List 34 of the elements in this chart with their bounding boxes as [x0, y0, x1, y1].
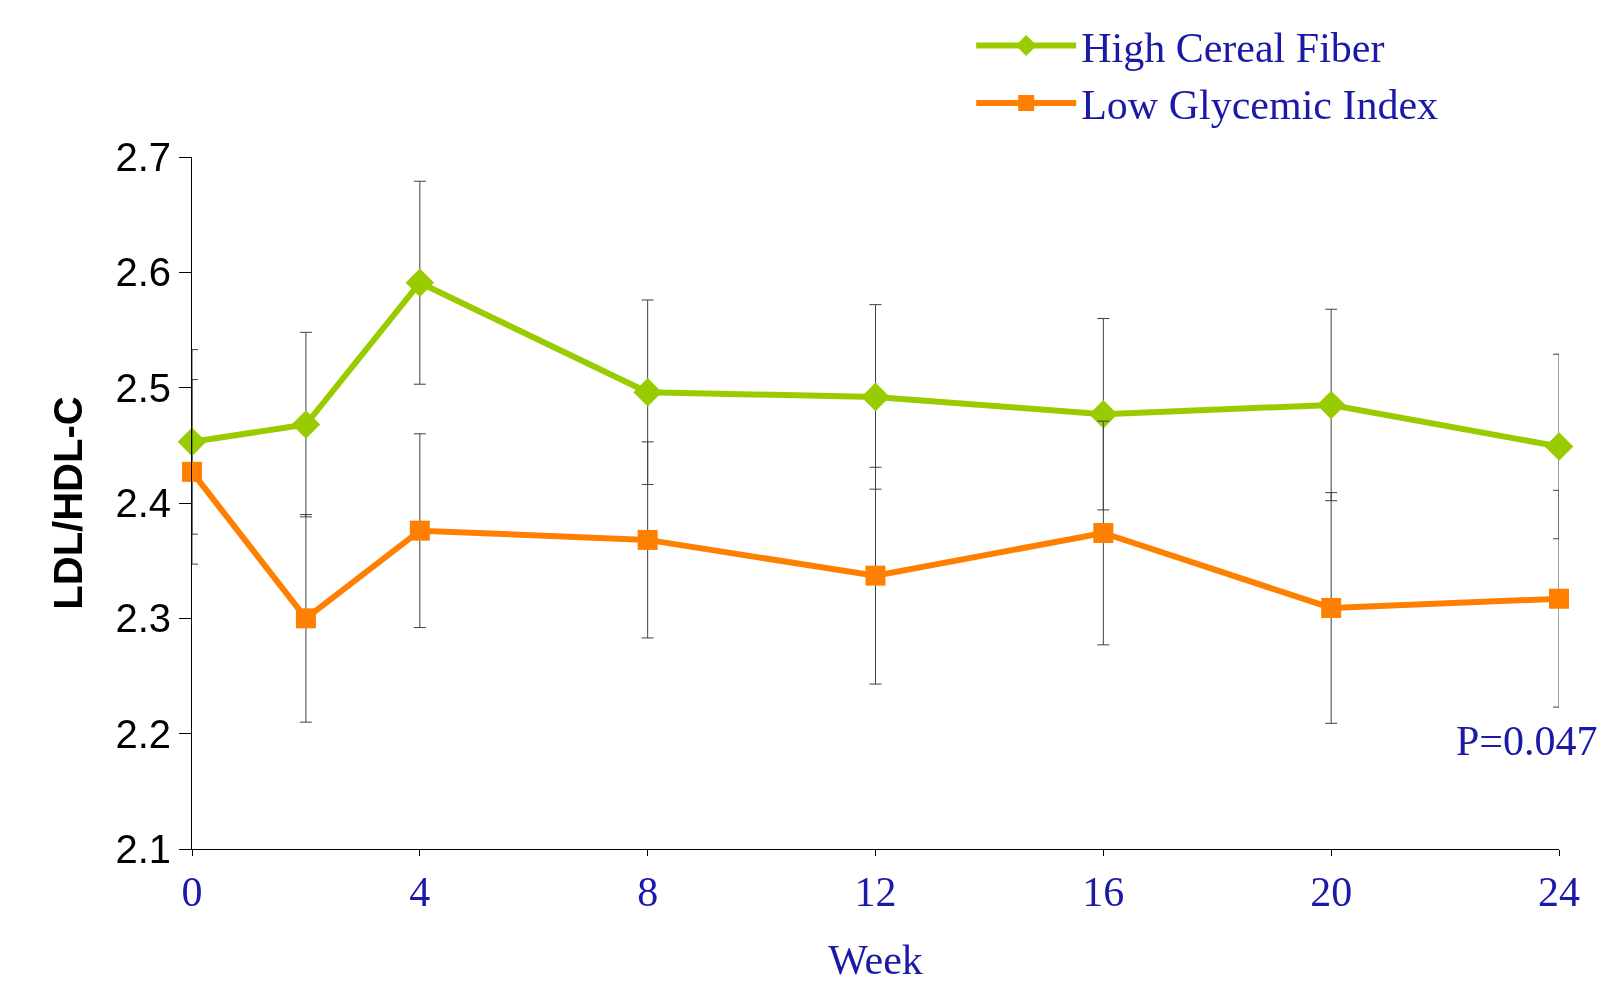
y-axis-title: LDL/HDL-C: [45, 396, 90, 610]
point: [182, 461, 202, 482]
y-tick-label: 2.3: [115, 596, 171, 641]
x-tick-label: 0: [181, 869, 203, 916]
point: [1549, 588, 1569, 609]
x-tick-label: 12: [854, 869, 897, 916]
point: [633, 377, 662, 407]
y-tick-label: 2.2: [115, 711, 171, 756]
x-axis-title: Week: [828, 937, 923, 984]
y-tick-label: 2.1: [115, 827, 171, 871]
point: [865, 565, 886, 586]
point: [1544, 432, 1574, 461]
point: [291, 410, 321, 439]
point: [295, 608, 316, 629]
point: [1093, 522, 1114, 543]
y-tick-label: 2.6: [115, 250, 171, 295]
legend-label: High Cereal Fiber: [1081, 24, 1385, 71]
y-tick-label: 2.4: [115, 481, 171, 525]
legend-label: Low Glycemic Index: [1081, 82, 1439, 129]
x-tick-label: 16: [1082, 869, 1125, 916]
x-tick-label: 8: [637, 869, 659, 916]
point: [637, 529, 658, 550]
point: [861, 382, 890, 412]
annotation: P=0.047: [1456, 718, 1598, 764]
y-tick-label: 2.5: [115, 365, 171, 410]
point: [405, 268, 435, 298]
x-tick-label: 20: [1310, 869, 1353, 916]
point: [1321, 597, 1342, 618]
point: [1316, 390, 1346, 420]
x-tick-label: 24: [1538, 869, 1580, 916]
x-tick-label: 4: [409, 869, 431, 916]
y-tick-label: 2.7: [115, 135, 171, 179]
point: [1089, 399, 1118, 429]
point: [409, 520, 430, 541]
